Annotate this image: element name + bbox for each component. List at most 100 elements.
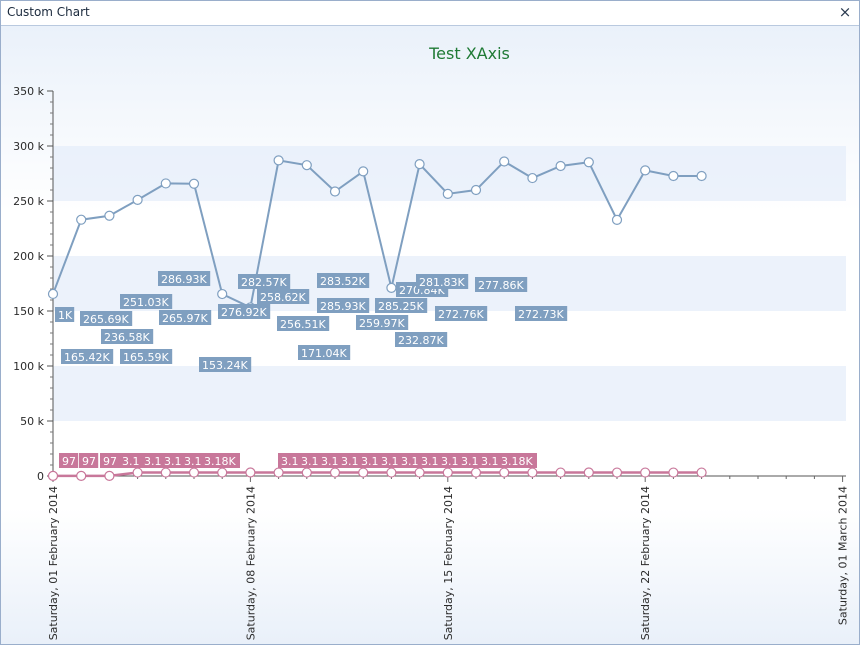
series-2-point [104, 470, 115, 481]
series-1-point [217, 288, 228, 300]
series-1-point [611, 214, 623, 225]
series-2-data-label-bg [478, 453, 504, 468]
series-2-point [76, 470, 87, 481]
series-2-point [132, 467, 143, 478]
series-1-point [301, 160, 312, 171]
series-2-point [499, 467, 510, 478]
series-2-data-label: 3.1 [281, 455, 299, 468]
series-2-data-label-bg [418, 453, 444, 468]
series-2-data-label-bg [278, 453, 304, 468]
series-1-data-label-bg [435, 306, 488, 321]
y-tick-label: 300 k [13, 140, 44, 153]
series-2-point [358, 467, 369, 478]
chart-area: Test XAxis 0 50 k 100 k 150 k 200 k 250 k 300 k… [1, 26, 859, 644]
series-1-data-label: 232.87K [398, 334, 444, 347]
series-1-data-label-bg [416, 274, 469, 289]
series-1-point [329, 186, 341, 197]
series-1-data-label-bg [158, 271, 211, 286]
series-1-data-label: 283.52K [320, 275, 366, 288]
series-1-data-label: 265.69K [83, 313, 129, 326]
series-2-data-label: 3.1 [144, 455, 162, 468]
series-2-data-label-bg [119, 453, 145, 468]
series-1-point [132, 194, 143, 205]
series-1-point [273, 155, 284, 166]
series-1-point [358, 166, 369, 177]
x-tick-label: Saturday, 15 February 2014 [442, 486, 455, 640]
series-1-point [583, 157, 594, 168]
series-2-data-label-bg [438, 453, 464, 468]
y-tick-label: 50 k [20, 415, 44, 428]
series-2-data-label: 3.18K [501, 455, 533, 468]
series-1-data-label-bg [55, 307, 75, 322]
series-1-data-label-bg [395, 332, 448, 347]
series-1-line [52, 159, 702, 309]
series-2-point [188, 467, 200, 478]
series-1-data-label: 282.57K [241, 276, 287, 289]
series-2-data-label: 3.1 [341, 455, 359, 468]
series-1-point [160, 178, 171, 189]
series-1-data-label: 272.76K [438, 308, 484, 321]
series-1-data-label-bg [120, 349, 173, 364]
series-1-data-label-bg [375, 298, 428, 313]
series-2-point [583, 467, 594, 478]
series-1-data-label-bg [257, 289, 310, 304]
series-2-data-label: 3.1 [441, 455, 459, 468]
series-1-point [555, 160, 566, 172]
series-2-data-label-bg [141, 453, 167, 468]
series-2-data-label-bg [298, 453, 324, 468]
series-1-point [668, 170, 679, 182]
series-1-data-label: 281.83K [419, 276, 465, 289]
y-tick-label: 100 k [13, 360, 44, 373]
series-1-data-label-bg [298, 345, 351, 360]
series-2-point [329, 467, 341, 478]
series-1-data-label-bg [317, 298, 370, 313]
series-2-data-label-bg [318, 453, 344, 468]
series-2-point [527, 467, 538, 478]
series-2-data-label-bg [100, 453, 120, 468]
series-2-data-label: 3.1 [361, 455, 379, 468]
series-1-point [527, 172, 538, 184]
close-icon[interactable]: × [838, 3, 852, 21]
series-2-data-label-bg [398, 453, 424, 468]
series-1-data-label: 153.24K [202, 359, 248, 372]
series-1-data-label-bg [80, 311, 133, 326]
series-2-data-label: 3.1 [421, 455, 439, 468]
series-1-point [696, 170, 707, 182]
series-1-data-label-bg [238, 274, 291, 289]
series-1-data-label-bg [159, 310, 212, 325]
series-1-data-label: 285.25K [378, 300, 424, 313]
series-1-data-label: 285.93K [320, 300, 366, 313]
series-1-point [442, 188, 453, 199]
series-1-data-label: 165.59K [123, 351, 169, 364]
x-tick-label: Saturday, 22 February 2014 [639, 486, 652, 640]
y-tick-label: 250 k [13, 195, 44, 208]
series-2-point [696, 467, 707, 478]
grid-band [53, 366, 846, 421]
series-1-data-label-bg [317, 273, 370, 288]
series-2-data-label-bg [181, 453, 207, 468]
series-1-point [47, 288, 59, 300]
series-2-point [245, 467, 256, 478]
series-1-data-label-bg [475, 277, 528, 292]
series-1-point [104, 210, 115, 221]
title-bar[interactable]: Custom Chart × [1, 1, 859, 26]
x-tick-label: Saturday, 01 February 2014 [47, 486, 60, 640]
series-2-data-label-bg [338, 453, 364, 468]
series-1-point [499, 156, 510, 167]
y-tick-label: 200 k [13, 250, 44, 263]
series-2-data-label: 3.1 [301, 455, 319, 468]
series-2-point [273, 467, 284, 478]
series-2-data-label: 3.1 [122, 455, 140, 468]
series-2-data-label: 3.1 [481, 455, 499, 468]
series-1-point [76, 214, 87, 225]
series-1-data-label-bg [515, 306, 568, 321]
series-2-data-label: 97 [82, 455, 96, 468]
series-2-data-label-bg [201, 453, 240, 468]
series-2-data-label-bg [358, 453, 384, 468]
series-1-data-label: 286.93K [161, 273, 207, 286]
series-2-point [386, 467, 397, 478]
series-1-data-label-bg [277, 316, 330, 331]
series-1-data-label-bg [61, 349, 114, 364]
series-2-data-label: 97 [62, 455, 76, 468]
series-2-data-label: 3.1 [381, 455, 399, 468]
